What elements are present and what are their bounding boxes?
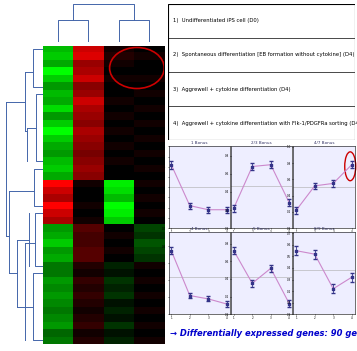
FancyBboxPatch shape [168,4,355,140]
Text: 1)  Undifferentiated iPS cell (D0): 1) Undifferentiated iPS cell (D0) [174,18,259,23]
Text: → Differentially expressed genes: 90 genes: → Differentially expressed genes: 90 gen… [170,329,357,338]
Text: 2)  Spontaneous differentiation [EB formation without cytokine] (D4): 2) Spontaneous differentiation [EB forma… [174,52,355,57]
Point [205,296,211,302]
Point [231,248,237,253]
Title: 4/7 Bonus: 4/7 Bonus [314,141,334,145]
Title: 8/9 Bonus: 8/9 Bonus [314,227,334,231]
Point [231,205,237,211]
Point [312,251,318,257]
Point [268,265,273,271]
Point [169,162,174,167]
Point [312,183,318,188]
Text: 4)  Aggrewell + cytokine differentiation with Flk-1/PDGFRa sorting (D4): 4) Aggrewell + cytokine differentiation … [174,121,357,126]
Point [286,301,292,306]
Point [224,207,230,213]
Point [349,274,355,280]
Title: 1 Bonus: 1 Bonus [191,141,207,145]
Point [293,207,299,213]
Point [286,200,292,206]
Title: 4 Bonus: 4 Bonus [191,227,207,231]
Title: 2/3 Bonus: 2/3 Bonus [251,141,272,145]
Point [187,293,193,298]
Point [250,280,255,286]
Point [293,248,299,253]
Text: 3)  Aggrewell + cytokine differentiation (D4): 3) Aggrewell + cytokine differentiation … [174,87,291,92]
Point [268,162,273,167]
Title: 5 Bonus: 5 Bonus [253,227,270,231]
Point [205,207,211,213]
Point [169,248,174,253]
Point [187,203,193,208]
Point [349,162,355,167]
Point [330,286,336,292]
Point [250,164,255,169]
Point [330,181,336,186]
Point [224,301,230,307]
